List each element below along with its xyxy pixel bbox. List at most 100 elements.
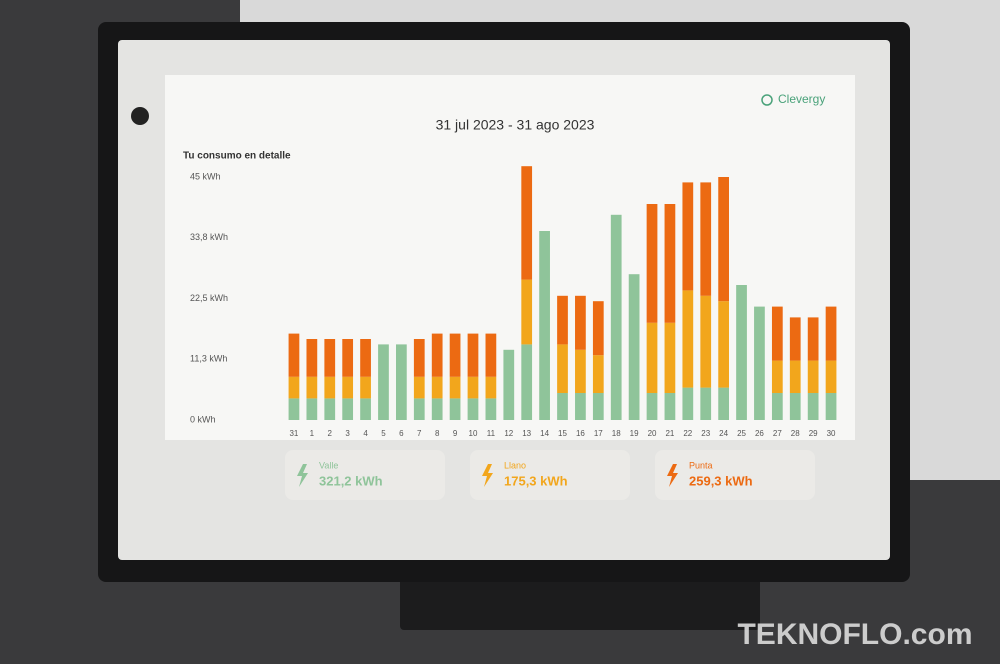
x-tick-label: 16 — [576, 429, 585, 438]
x-tick-label: 8 — [435, 429, 440, 438]
total-name: Punta — [689, 460, 713, 470]
bar-segment — [575, 295, 586, 350]
bar-segment — [807, 393, 819, 420]
x-tick-label: 12 — [504, 429, 513, 438]
x-tick-label: 4 — [363, 429, 368, 438]
bar-segment — [628, 274, 640, 420]
x-tick-label: 20 — [648, 429, 657, 438]
bar-segment — [485, 333, 497, 377]
x-tick-label: 6 — [399, 429, 404, 438]
bar-segment — [592, 393, 604, 420]
bar-segment — [646, 204, 658, 323]
bar-segment — [700, 387, 712, 420]
bar-segment — [485, 376, 497, 399]
date-range: 31 jul 2023 - 31 ago 2023 — [436, 117, 595, 133]
bar-segment — [288, 398, 300, 420]
bolt-icon — [667, 464, 678, 487]
bar-segment — [825, 360, 837, 393]
bar-segment — [431, 376, 443, 399]
bar-segment — [700, 182, 712, 296]
bar-segment — [557, 393, 568, 420]
x-tick-label: 28 — [791, 429, 800, 438]
bar-segment — [646, 322, 658, 393]
bar-segment — [324, 339, 336, 377]
bar-segment — [413, 339, 425, 377]
bar-segment — [449, 398, 461, 420]
bar-segment — [718, 387, 729, 420]
x-tick-label: 1 — [310, 429, 315, 438]
x-tick-label: 24 — [719, 429, 728, 438]
total-value: 259,3 kWh — [689, 473, 753, 488]
camera — [131, 107, 149, 125]
bar-segment — [789, 393, 801, 420]
x-tick-label: 31 — [289, 429, 298, 438]
brand[interactable]: Clevergy — [778, 92, 825, 106]
bar-segment — [771, 360, 783, 393]
x-tick-label: 27 — [773, 429, 782, 438]
x-tick-label: 29 — [809, 429, 818, 438]
x-tick-label: 14 — [540, 429, 549, 438]
bar-segment — [789, 360, 801, 393]
bar-segment — [360, 376, 371, 399]
bar-segment — [682, 290, 694, 388]
bar-segment — [682, 182, 694, 291]
bar-segment — [754, 306, 765, 420]
bar-segment — [557, 295, 568, 345]
x-tick-label: 26 — [755, 429, 764, 438]
bar-segment — [771, 393, 783, 420]
bar-segment — [288, 376, 300, 399]
x-tick-label: 23 — [701, 429, 710, 438]
bar-segment — [342, 376, 354, 399]
totals: Valle 321,2 kWh Llano 175,3 kWh Punta 259,3 k… — [285, 450, 815, 500]
bar-segment — [807, 317, 819, 361]
bar-segment — [825, 306, 837, 361]
bar-segment — [467, 376, 479, 399]
bar-segment — [288, 333, 300, 377]
bar-segment — [825, 393, 837, 420]
x-tick-label: 10 — [469, 429, 478, 438]
bar-segment — [324, 376, 336, 399]
x-tick-label: 5 — [381, 429, 386, 438]
y-tick-label: 45 kWh — [190, 171, 221, 181]
bar-segment — [396, 344, 407, 420]
x-tick-label: 7 — [417, 429, 422, 438]
bar-segment — [306, 398, 318, 420]
bar-segment — [485, 398, 497, 420]
bar-segment — [539, 231, 550, 420]
bar-segment — [771, 306, 783, 361]
y-tick-label: 33,8 kWh — [190, 232, 228, 242]
x-tick-label: 17 — [594, 429, 603, 438]
bar-segment — [521, 166, 533, 280]
x-tick-label: 22 — [683, 429, 692, 438]
x-tick-label: 15 — [558, 429, 567, 438]
bar-segment — [718, 177, 729, 302]
y-tick-label: 11,3 kWh — [190, 353, 227, 363]
bar-segment — [664, 322, 676, 393]
bolt-icon — [297, 464, 308, 487]
bar-segment — [431, 398, 443, 420]
brand-icon — [761, 94, 773, 106]
x-tick-label: 13 — [522, 429, 531, 438]
bar-segment — [413, 398, 425, 420]
bar-segment — [610, 214, 622, 420]
bar-segment — [467, 398, 479, 420]
bar-segment — [449, 376, 461, 399]
bar-segment — [592, 301, 604, 356]
chart-title: Tu consumo en detalle — [183, 151, 291, 162]
bar-segment — [413, 376, 425, 399]
bar-segment — [431, 333, 443, 377]
bar-segment — [682, 387, 694, 420]
bar-segment — [306, 339, 318, 377]
bar-segment — [575, 393, 586, 420]
bar-segment — [664, 393, 676, 420]
bar-segment — [521, 279, 533, 345]
x-tick-label: 25 — [737, 429, 746, 438]
bar-segment — [646, 393, 658, 420]
y-tick-label: 0 kWh — [190, 414, 216, 424]
bar-segment — [360, 398, 371, 420]
bar-segment — [324, 398, 336, 420]
x-tick-label: 30 — [827, 429, 836, 438]
y-tick-label: 22,5 kWh — [190, 293, 228, 303]
